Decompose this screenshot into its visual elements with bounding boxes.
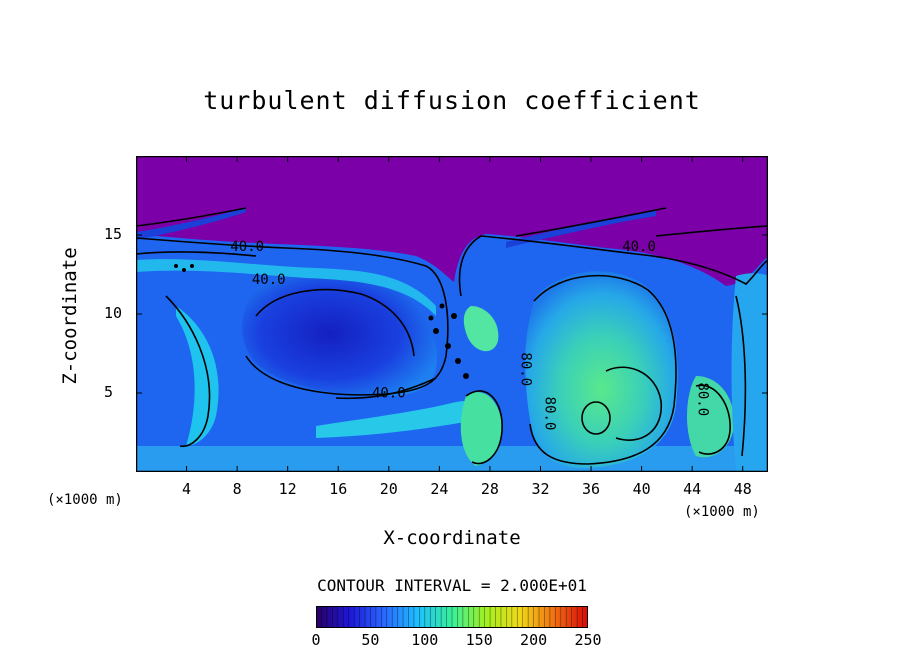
contour-dot (455, 358, 461, 364)
contour-interval-text: CONTOUR INTERVAL = 2.000E+01 (317, 576, 587, 595)
contour-dot (445, 343, 451, 349)
colorbar (316, 606, 588, 628)
x-tick-label: 48 (733, 480, 752, 498)
x-tick-label: 40 (632, 480, 651, 498)
contour-label: 40.0 (252, 272, 286, 288)
x-tick-label: 24 (430, 480, 449, 498)
green-plume (460, 392, 503, 466)
contour-label: 80.0 (694, 382, 710, 416)
contour-label: 40.0 (622, 239, 656, 255)
x-axis-label: X-coordinate (383, 527, 521, 549)
right-vortex (525, 271, 678, 468)
cyan-band-low (316, 400, 486, 438)
green-patch-far (687, 376, 735, 458)
x-tick-label: 20 (379, 480, 398, 498)
y-unit-label: (×1000 m) (47, 492, 123, 508)
contour-line (458, 235, 768, 297)
x-tick-label: 28 (480, 480, 499, 498)
contour-label: 80.0 (542, 397, 558, 431)
heatmap-plot: 40.0 40.0 40.0 40.0 80.0 80.0 80.0 (136, 156, 768, 472)
x-tick-label: 16 (329, 480, 348, 498)
x-tick-label: 32 (531, 480, 550, 498)
x-tick-label: 4 (182, 480, 192, 498)
left-eddy (242, 270, 437, 396)
contour-line (335, 377, 437, 400)
contour-line (605, 366, 662, 441)
contour-dot (428, 315, 434, 321)
colorbar-tick-label: 250 (574, 631, 602, 649)
contour-dot (182, 268, 186, 272)
x-tick-label: 44 (683, 480, 702, 498)
contour-label: 40.0 (230, 239, 264, 255)
contour-label: 40.0 (372, 386, 406, 402)
contour-dot (174, 264, 178, 268)
upper-filament-right (506, 210, 656, 248)
lower-floor-band (136, 446, 768, 472)
contour-line (529, 274, 677, 465)
y-tick-label: 5 (104, 383, 114, 401)
contour-dot (190, 264, 194, 268)
x-tick-label: 12 (278, 480, 297, 498)
contour-dot (439, 303, 445, 309)
contour-line (465, 390, 503, 465)
colorbar-tick-label: 200 (520, 631, 548, 649)
contour-line (136, 207, 768, 237)
contour-line (695, 384, 731, 455)
colorbar-tick-label: 50 (361, 631, 380, 649)
colorbar-tick-label: 0 (311, 631, 321, 649)
contour-dot (433, 328, 439, 334)
contour-line (136, 251, 747, 457)
x-unit-label: (×1000 m) (684, 504, 760, 520)
contour-line (255, 288, 415, 357)
x-tick-label: 8 (232, 480, 242, 498)
vortex-core-contour (581, 401, 611, 435)
contour-label: 80.0 (518, 352, 534, 386)
y-axis-label: Z-coordinate (59, 247, 81, 385)
y-tick-label: 15 (104, 225, 123, 243)
upper-filament (136, 208, 246, 240)
colorbar-tick-label: 100 (411, 631, 439, 649)
contour-dot (451, 313, 457, 319)
colorbar-tick-label: 150 (465, 631, 493, 649)
contour-line (165, 295, 211, 447)
y-tick-label: 10 (104, 304, 123, 322)
x-tick-label: 36 (582, 480, 601, 498)
green-patch-mid (463, 306, 499, 352)
cyan-band-top (136, 259, 436, 316)
contour-line (136, 237, 449, 396)
chart-title: turbulent diffusion coefficient (203, 86, 701, 115)
contour-dot (463, 373, 469, 379)
